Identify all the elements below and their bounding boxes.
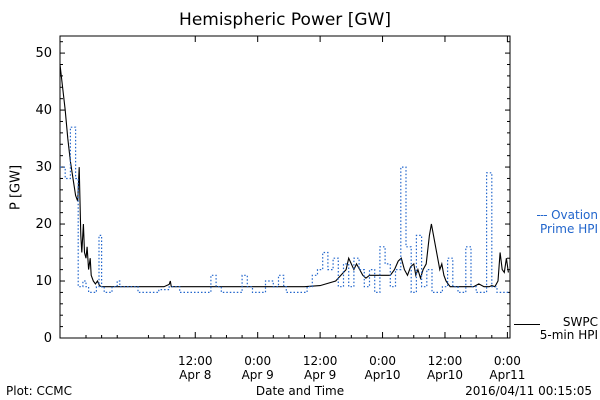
y-tick-label-20: 20: [35, 217, 52, 232]
y-tick-label-0: 0: [44, 331, 52, 346]
legend-swpc-line1: SWPC: [562, 315, 598, 329]
plot-timestamp: 2016/04/11 00:15:05: [465, 384, 592, 398]
chart-title: Hemispheric Power [GW]: [179, 10, 391, 30]
x-tick-label-time-3: 0:00: [369, 354, 396, 368]
x-tick-label-date-1: Apr 9: [242, 368, 274, 382]
plot-frame: [59, 35, 511, 339]
legend-swpc: SWPC 5-min HPI: [514, 316, 598, 342]
legend-ovation-line2: Prime HPI: [540, 222, 598, 236]
series-ovation-line: [60, 126, 509, 293]
x-tick-label-date-0: Apr 8: [179, 368, 211, 382]
legend-swpc-swatch: [514, 324, 540, 325]
y-tick-label-40: 40: [35, 103, 52, 118]
x-tick-label-date-2: Apr 9: [304, 368, 336, 382]
x-tick-label-time-5: 0:00: [494, 354, 521, 368]
x-tick-label-time-2: 12:00: [303, 354, 338, 368]
x-tick-label-time-1: 0:00: [244, 354, 271, 368]
legend-ovation: Ovation Prime HPI: [514, 208, 598, 236]
x-tick-label-date-3: Apr10: [365, 368, 401, 382]
x-tick-label-time-0: 12:00: [178, 354, 213, 368]
legend-ovation-swatch: [537, 215, 548, 216]
legend-swpc-line2: 5-min HPI: [539, 328, 598, 342]
x-axis-label: Date and Time: [255, 384, 345, 398]
y-tick-label-10: 10: [35, 274, 52, 289]
x-tick-label-time-4: 12:00: [428, 354, 463, 368]
plot-credit: Plot: CCMC: [6, 384, 72, 398]
x-tick-label-date-4: Apr10: [427, 368, 463, 382]
y-tick-label-50: 50: [35, 46, 52, 61]
x-tick-label-date-5: Apr11: [489, 368, 525, 382]
series-swpc-line: [59, 64, 509, 288]
y-tick-label-30: 30: [35, 160, 52, 175]
legend-ovation-line1: Ovation: [551, 208, 598, 222]
